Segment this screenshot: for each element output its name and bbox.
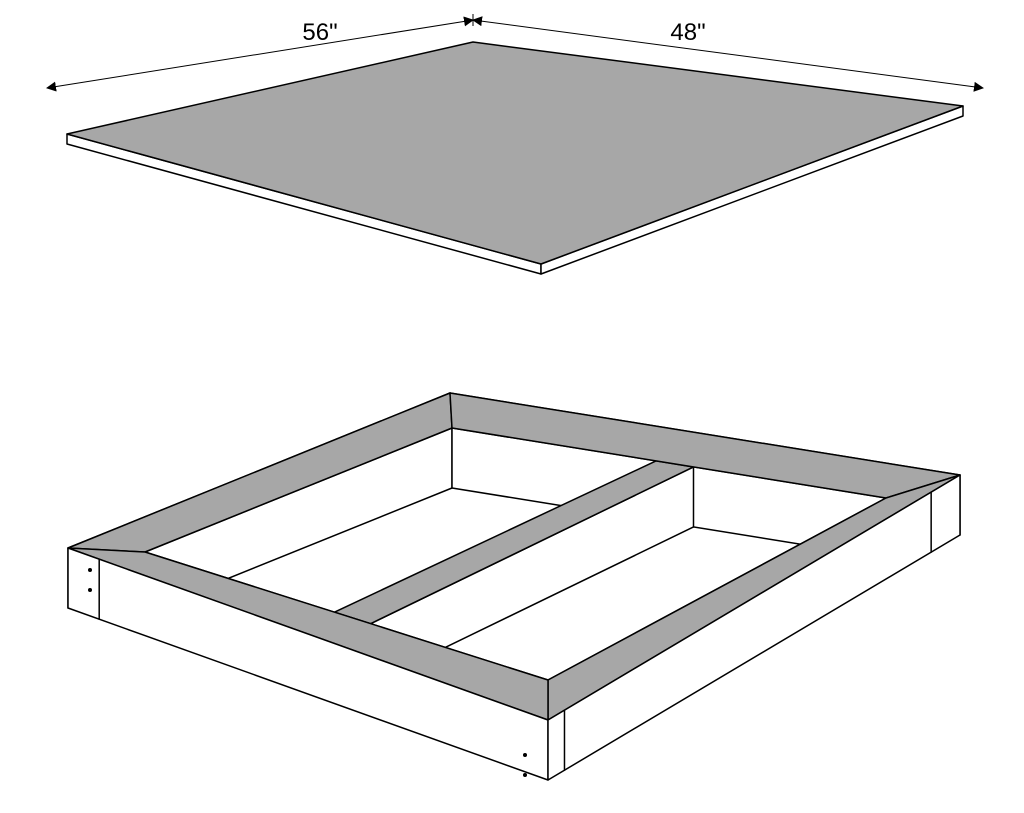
screw-dot xyxy=(88,588,92,592)
screw-dot xyxy=(523,773,527,777)
dim-width-label: 56" xyxy=(302,19,337,46)
base-frame xyxy=(68,393,960,780)
panel-top-face xyxy=(67,42,963,264)
top-panel xyxy=(67,42,963,274)
dim-depth-label: 48" xyxy=(670,19,705,46)
screw-dot xyxy=(88,568,92,572)
screw-dot xyxy=(523,753,527,757)
